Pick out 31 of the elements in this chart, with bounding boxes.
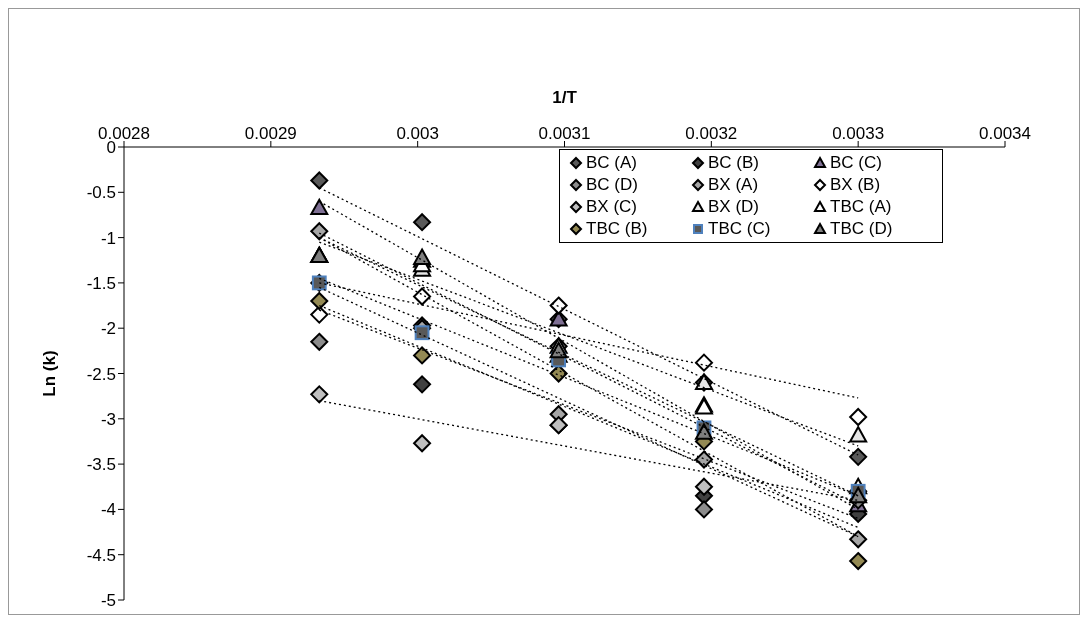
legend-label: BC (A) xyxy=(586,153,637,173)
legend-label: TBC (D) xyxy=(830,219,893,239)
y-tick-label: -1 xyxy=(100,228,116,248)
y-tick-label: -3 xyxy=(100,409,116,429)
x-tick-label: 0.0031 xyxy=(538,124,591,143)
y-tick-label: -0.5 xyxy=(86,183,116,203)
x-tick-label: 0.003 xyxy=(396,124,439,143)
x-tick-label: 0.0029 xyxy=(244,124,297,143)
legend-label: BC (D) xyxy=(586,175,638,195)
x-axis-title: 1/T xyxy=(552,88,578,107)
legend-label: BX (D) xyxy=(708,197,759,217)
y-tick-label: -2 xyxy=(100,319,116,339)
legend-label: TBC (C) xyxy=(708,219,771,239)
x-tick-label: 0.0033 xyxy=(832,124,885,143)
y-tick-label: -4 xyxy=(100,500,116,520)
legend-label: BX (C) xyxy=(586,197,637,217)
x-tick-label: 0.0034 xyxy=(979,124,1031,143)
legend-label: TBC (B) xyxy=(586,219,648,239)
y-tick-label: -3.5 xyxy=(86,455,116,475)
legend-label: BC (C) xyxy=(830,153,882,173)
x-tick-label: 0.0032 xyxy=(685,124,738,143)
y-tick-label: -2.5 xyxy=(86,364,116,384)
legend-label: BX (A) xyxy=(708,175,759,195)
y-tick-label: -5 xyxy=(100,591,116,611)
y-tick-label: -4.5 xyxy=(86,545,116,565)
legend-label: BX (B) xyxy=(830,175,881,195)
y-tick-label: 0 xyxy=(106,138,116,158)
y-axis-title: Ln (k) xyxy=(40,350,60,397)
y-tick-label: -1.5 xyxy=(86,273,116,293)
legend-label: BC (B) xyxy=(708,153,759,173)
legend-label: TBC (A) xyxy=(830,197,892,217)
